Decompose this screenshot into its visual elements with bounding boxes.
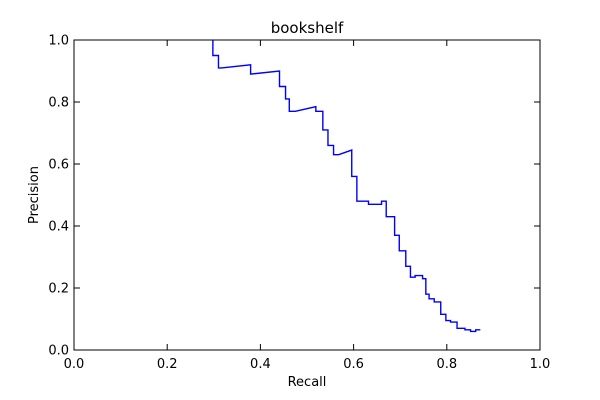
y-tick-label: 0.4 bbox=[48, 220, 69, 235]
plot-frame bbox=[73, 39, 541, 351]
x-axis-label: Recall bbox=[288, 375, 327, 390]
x-tick-label: 0.4 bbox=[250, 357, 271, 372]
precision-recall-line bbox=[212, 40, 481, 333]
y-tick-label: 0.6 bbox=[48, 158, 69, 173]
y-tick-label: 1.0 bbox=[48, 34, 69, 49]
x-tick-label: 1.0 bbox=[530, 357, 551, 372]
y-tick-label: 0.2 bbox=[48, 282, 69, 297]
y-tick-label: 0.8 bbox=[48, 96, 69, 111]
x-tick-label: 0.6 bbox=[343, 357, 364, 372]
axis-tick-labels: 0.0 0.2 0.4 0.6 0.8 1.0 0.0 0.2 0.4 0.6 0.8 1.0 bbox=[48, 34, 550, 373]
x-tick-label: 0.2 bbox=[157, 357, 178, 372]
axis-ticks bbox=[73, 39, 541, 351]
y-axis-label: Precision bbox=[27, 166, 42, 224]
x-tick-label: 0.0 bbox=[64, 357, 85, 372]
x-tick-label: 0.8 bbox=[436, 357, 457, 372]
y-tick-label: 0.0 bbox=[48, 344, 69, 359]
chart-title: bookshelf bbox=[271, 19, 344, 37]
